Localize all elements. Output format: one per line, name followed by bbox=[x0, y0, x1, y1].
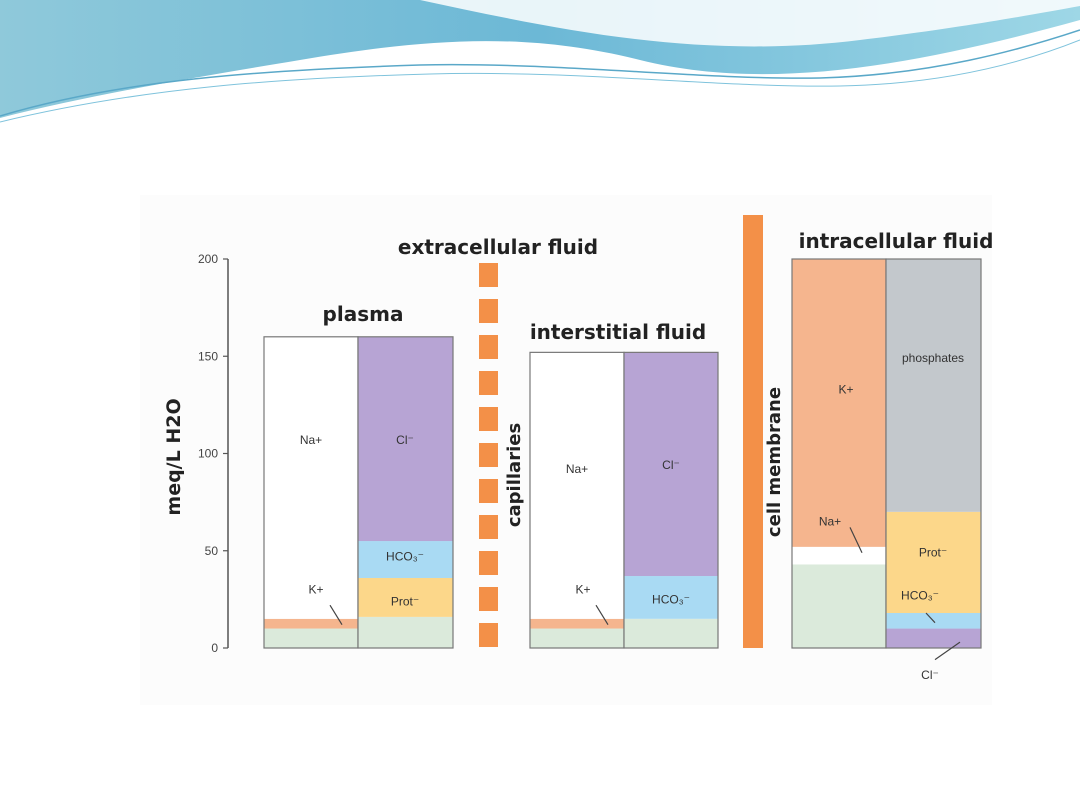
cell-membrane-label: cell membrane bbox=[764, 387, 785, 537]
bar-segment bbox=[886, 511, 981, 613]
bar-segment bbox=[624, 352, 718, 577]
segment-label: Na+ bbox=[819, 515, 841, 529]
leader-line bbox=[849, 527, 863, 553]
cell-membrane-barrier bbox=[743, 215, 763, 648]
bar-segment bbox=[792, 546, 886, 565]
capillary-barrier-dash bbox=[479, 443, 498, 467]
bar-segment bbox=[358, 336, 453, 542]
bar-outline bbox=[357, 336, 454, 649]
capillary-barrier-dash bbox=[479, 515, 498, 539]
electrolyte-chart: 200 150 100 50 0 meq/L H2O extracellular flu… bbox=[163, 215, 992, 682]
leader-line bbox=[925, 612, 936, 624]
leader-line bbox=[595, 604, 609, 625]
segment-label: Prot⁻ bbox=[391, 594, 419, 608]
y-tick-label: 200 bbox=[198, 252, 218, 266]
chart-panel: 200 150 100 50 0 meq/L H2O extracellular flu… bbox=[140, 195, 992, 705]
bar-outline bbox=[885, 258, 982, 649]
labels-layer: meq/L H2O extracellular fluid intracellu… bbox=[163, 229, 992, 682]
segment-label: Cl⁻ bbox=[396, 433, 414, 447]
y-axis-title: meq/L H2O bbox=[163, 398, 185, 515]
y-tick-label: 0 bbox=[211, 641, 218, 655]
bar-segment bbox=[624, 576, 718, 619]
intracellular-fluid-label: intracellular fluid bbox=[799, 229, 992, 253]
capillaries-label: capillaries bbox=[504, 423, 525, 527]
bar-segment bbox=[792, 259, 886, 547]
bar-segment bbox=[530, 628, 624, 648]
bar-segment bbox=[358, 577, 453, 617]
segment-label: Prot⁻ bbox=[919, 546, 947, 560]
bar-segment bbox=[886, 259, 981, 512]
capillary-barrier-dash bbox=[479, 551, 498, 575]
segment-label: Na+ bbox=[300, 433, 322, 447]
bar-segment bbox=[358, 616, 453, 648]
segment-label: Na+ bbox=[566, 462, 588, 476]
leader-line bbox=[934, 641, 961, 661]
capillary-barrier-dash bbox=[479, 299, 498, 323]
capillary-barrier-dash bbox=[479, 371, 498, 395]
bar-segment bbox=[264, 336, 358, 619]
segment-label: HCO₃⁻ bbox=[901, 588, 939, 602]
compartment-title: interstitial fluid bbox=[530, 320, 706, 344]
capillary-barrier-dash bbox=[479, 479, 498, 503]
extracellular-fluid-label: extracellular fluid bbox=[398, 235, 598, 259]
segment-label: HCO₃⁻ bbox=[652, 592, 690, 606]
y-tick-label: 100 bbox=[198, 447, 218, 461]
barriers-layer bbox=[479, 215, 763, 648]
segment-label: Cl⁻ bbox=[921, 668, 939, 682]
header-wave-decoration bbox=[0, 0, 1080, 123]
bar-segment bbox=[886, 628, 981, 648]
y-tick-label: 150 bbox=[198, 349, 218, 363]
segment-label: Cl⁻ bbox=[662, 458, 680, 472]
bar-segment bbox=[264, 628, 358, 648]
segment-label: HCO₃⁻ bbox=[386, 550, 424, 564]
segment-label: K+ bbox=[838, 382, 853, 396]
bar-segment bbox=[792, 564, 886, 648]
leader-line bbox=[329, 604, 343, 625]
capillary-barrier-dash bbox=[479, 407, 498, 431]
capillary-barrier-dash bbox=[479, 263, 498, 287]
capillary-barrier-dash bbox=[479, 623, 498, 647]
capillary-barrier-dash bbox=[479, 587, 498, 611]
segment-label: K+ bbox=[308, 583, 323, 597]
y-axis: 200 150 100 50 0 bbox=[198, 252, 229, 655]
segment-label: K+ bbox=[575, 583, 590, 597]
segment-label: phosphates bbox=[902, 351, 964, 365]
bar-segment bbox=[530, 352, 624, 619]
compartment-title: plasma bbox=[323, 302, 404, 326]
y-tick-label: 50 bbox=[205, 544, 219, 558]
bar-segment bbox=[624, 618, 718, 648]
capillary-barrier-dash bbox=[479, 335, 498, 359]
bar-segment bbox=[530, 618, 624, 629]
bars-layer bbox=[263, 258, 982, 649]
bar-segment bbox=[358, 541, 453, 578]
bar-segment bbox=[264, 618, 358, 629]
bar-outline bbox=[623, 351, 719, 649]
